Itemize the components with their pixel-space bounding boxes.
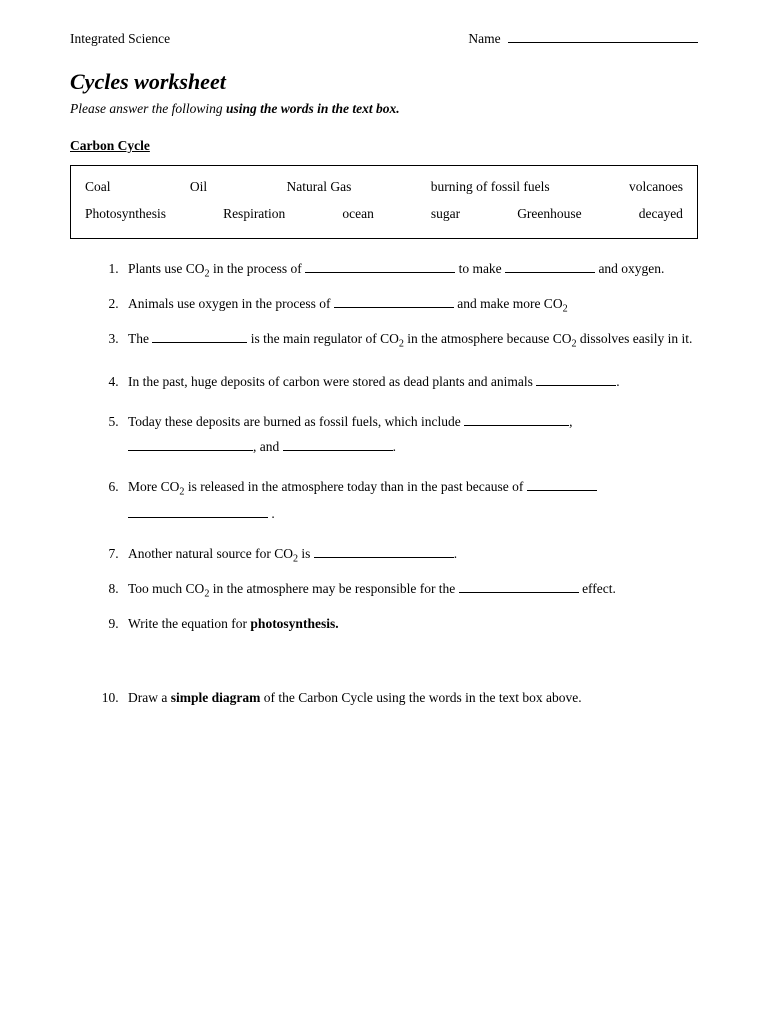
subtitle-bold: using the words in the text box.	[226, 101, 400, 116]
blank	[464, 415, 569, 426]
blank	[527, 480, 597, 491]
wordbox-item: decayed	[639, 205, 683, 224]
wordbox-row: Photosynthesis Respiration ocean sugar G…	[85, 201, 683, 228]
question-7: Another natural source for CO2 is .	[122, 542, 698, 569]
wordbox-row: Coal Oil Natural Gas burning of fossil f…	[85, 174, 683, 201]
wordbox-item: burning of fossil fuels	[431, 178, 550, 197]
blank	[152, 332, 247, 343]
word-box: Coal Oil Natural Gas burning of fossil f…	[70, 165, 698, 239]
text: .	[393, 439, 396, 454]
text: Write the equation for	[128, 616, 250, 631]
wordbox-item: Coal	[85, 178, 111, 197]
text: dissolves easily in it.	[577, 331, 693, 346]
text: Another natural source for CO	[128, 546, 293, 561]
text: More CO	[128, 479, 179, 494]
blank	[128, 507, 268, 518]
text: to make	[455, 261, 505, 276]
text-bold: simple diagram	[171, 690, 261, 705]
wordbox-item: volcanoes	[629, 178, 683, 197]
text: in the atmosphere because CO	[404, 331, 572, 346]
subtitle: Please answer the following using the wo…	[70, 100, 698, 119]
wordbox-item: Respiration	[223, 205, 285, 224]
header-row: Integrated Science Name	[70, 30, 698, 49]
wordbox-item: Photosynthesis	[85, 205, 166, 224]
blank	[305, 262, 455, 273]
text: , and	[253, 439, 283, 454]
wordbox-item: sugar	[431, 205, 460, 224]
name-label: Name	[468, 31, 500, 46]
text: of the Carbon Cycle using the words in t…	[260, 690, 581, 705]
question-8: Too much CO2 in the atmosphere may be re…	[122, 577, 698, 604]
text: ,	[569, 414, 572, 429]
question-list: Plants use CO 2 in the process of to make…	[70, 257, 698, 710]
text: Plants use CO	[128, 261, 205, 276]
subtitle-prefix: Please answer the following	[70, 101, 226, 116]
text: Animals use oxygen in the process of	[128, 296, 334, 311]
name-blank	[508, 31, 698, 43]
section-heading: Carbon Cycle	[70, 137, 698, 156]
text: .	[616, 374, 619, 389]
name-field: Name	[468, 30, 698, 49]
question-10: Draw a simple diagram of the Carbon Cycl…	[122, 686, 698, 710]
text: in the atmosphere may be responsible for…	[209, 581, 458, 596]
question-2: Animals use oxygen in the process of and…	[122, 292, 698, 319]
text: and make more CO	[454, 296, 563, 311]
text: .	[268, 506, 275, 521]
wordbox-item: ocean	[342, 205, 373, 224]
subject-label: Integrated Science	[70, 30, 170, 49]
blank	[459, 582, 579, 593]
wordbox-item: Oil	[190, 178, 207, 197]
text-bold: photosynthesis.	[250, 616, 338, 631]
text: .	[454, 546, 457, 561]
text: is	[298, 546, 314, 561]
wordbox-item: Greenhouse	[517, 205, 581, 224]
question-5: Today these deposits are burned as fossi…	[122, 410, 698, 459]
blank	[536, 375, 616, 386]
text: Draw a	[128, 690, 171, 705]
question-3: The is the main regulator of CO2 in the …	[122, 327, 698, 354]
text: In the past, huge deposits of carbon wer…	[128, 374, 536, 389]
text: Today these deposits are burned as fossi…	[128, 414, 464, 429]
text: Too much CO	[128, 581, 204, 596]
blank	[314, 547, 454, 558]
text: is released in the atmosphere today than…	[184, 479, 526, 494]
blank	[505, 262, 595, 273]
text: effect.	[579, 581, 616, 596]
blank	[283, 440, 393, 451]
blank	[128, 440, 253, 451]
text: is the main regulator of CO	[247, 331, 398, 346]
question-4: In the past, huge deposits of carbon wer…	[122, 370, 698, 394]
question-6: More CO2 is released in the atmosphere t…	[122, 475, 698, 526]
wordbox-item: Natural Gas	[287, 178, 352, 197]
page-title: Cycles worksheet	[70, 67, 698, 98]
subscript: 2	[563, 304, 568, 315]
text: in the process of	[210, 261, 306, 276]
text: and oxygen.	[595, 261, 664, 276]
question-9: Write the equation for photosynthesis.	[122, 612, 698, 636]
blank	[334, 297, 454, 308]
question-1: Plants use CO2 in the process of to make…	[122, 257, 698, 284]
text: The	[128, 331, 152, 346]
